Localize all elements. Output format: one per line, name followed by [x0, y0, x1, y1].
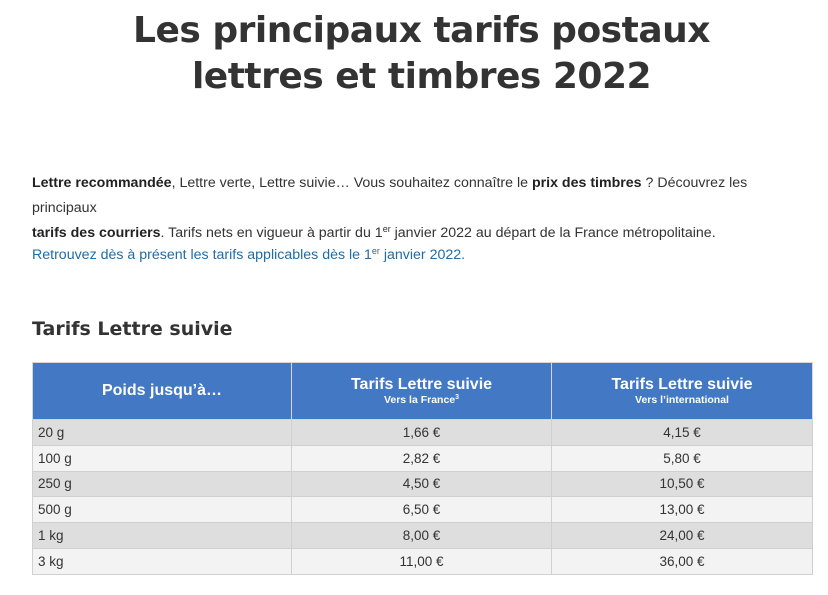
rates-table: Poids jusqu’à… Tarifs Lettre suivie Vers…: [32, 362, 813, 575]
international-price-cell: 13,00 €: [551, 496, 813, 524]
page-title-line-2: lettres et timbres 2022: [191, 56, 652, 97]
rates-2022-link[interactable]: Retrouvez dès à présent les tarifs appli…: [32, 244, 812, 266]
intro-bold-mail-rates: tarifs des courriers: [32, 225, 161, 241]
france-price-cell: 2,82 €: [291, 444, 552, 472]
page-title-line-1: Les principaux tarifs postaux: [133, 10, 710, 51]
intro-bold-stamp-prices: prix des timbres: [531, 175, 642, 191]
header-weight: Poids jusqu’à…: [32, 362, 292, 420]
weight-cell: 20 g: [32, 419, 292, 446]
intro-superscript: er: [382, 224, 391, 234]
header-france-sub: Vers la France3: [292, 394, 551, 406]
rates-link-superscript[interactable]: er: [371, 246, 380, 256]
header-france-label: Tarifs Lettre suivie: [350, 376, 493, 393]
international-price-cell: 4,15 €: [551, 419, 813, 446]
table-row: 500 g 6,50 € 13,00 €: [32, 496, 813, 524]
international-price-cell: 10,50 €: [551, 470, 813, 498]
international-price-cell: 24,00 €: [551, 522, 813, 549]
france-price-cell: 4,50 €: [291, 470, 552, 498]
rates-link-text-2[interactable]: janvier 2022.: [379, 247, 466, 263]
weight-cell: 3 kg: [32, 547, 292, 575]
table-row: 250 g 4,50 € 10,50 €: [32, 470, 813, 498]
weight-cell: 250 g: [32, 470, 292, 498]
intro-text-1: , Lettre verte, Lettre suivie… Vous souh…: [171, 175, 532, 191]
header-france-sub-text: Vers la France: [383, 394, 456, 406]
table-row: 1 kg 8,00 € 24,00 €: [32, 522, 813, 549]
france-price-cell: 6,50 €: [291, 496, 552, 524]
header-international: Tarifs Lettre suivie Vers l’internationa…: [551, 362, 813, 420]
table-header-row: Poids jusqu’à… Tarifs Lettre suivie Vers…: [32, 362, 813, 420]
table-row: 20 g 1,66 € 4,15 €: [32, 419, 813, 446]
intro-text-4: janvier 2022 au départ de la France métr…: [390, 225, 716, 241]
weight-cell: 500 g: [32, 496, 292, 524]
weight-cell: 1 kg: [32, 522, 292, 549]
france-price-cell: 11,00 €: [291, 547, 552, 575]
france-price-cell: 1,66 €: [291, 419, 552, 446]
international-price-cell: 36,00 €: [551, 547, 813, 575]
intro-bold-registered-letter: Lettre recommandée: [32, 175, 172, 191]
header-france: Tarifs Lettre suivie Vers la France3: [291, 362, 552, 420]
france-price-cell: 8,00 €: [291, 522, 552, 549]
header-weight-label: Poids jusqu’à…: [101, 382, 222, 399]
header-france-footnote: 3: [455, 394, 460, 401]
header-international-label: Tarifs Lettre suivie: [611, 376, 753, 393]
weight-cell: 100 g: [32, 444, 292, 472]
section-title: Tarifs Lettre suivie: [32, 318, 233, 340]
header-international-sub: Vers l’international: [635, 394, 729, 406]
intro-text-3: . Tarifs nets en vigueur à partir du 1: [160, 225, 383, 241]
intro-text-2: ? Découvrez les principaux: [32, 175, 748, 216]
international-price-cell: 5,80 €: [551, 444, 813, 472]
rates-link-text-1[interactable]: Retrouvez dès à présent les tarifs appli…: [32, 247, 372, 263]
table-row: 100 g 2,82 € 5,80 €: [32, 444, 813, 472]
table-row: 3 kg 11,00 € 36,00 €: [32, 547, 813, 575]
page-title: Les principaux tarifs postaux lettres et…: [0, 8, 828, 100]
intro-paragraph: Lettre recommandée, Lettre verte, Lettre…: [32, 171, 812, 246]
